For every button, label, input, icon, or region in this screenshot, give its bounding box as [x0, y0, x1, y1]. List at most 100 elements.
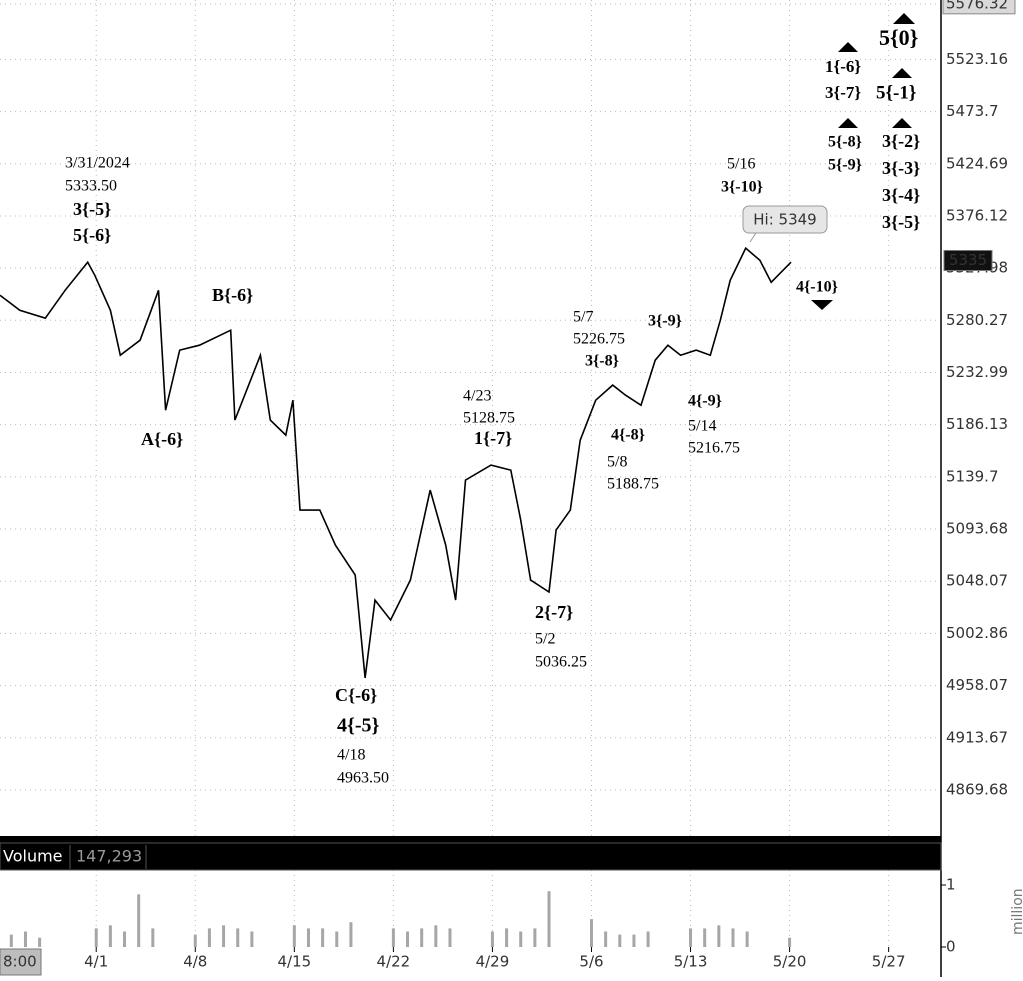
wave-annotation: 3{-8} [585, 353, 619, 370]
y-tick-label: 5376.12 [946, 206, 1008, 224]
volume-bar [632, 934, 636, 947]
volume-bar [490, 931, 494, 947]
pane-divider [0, 836, 941, 843]
x-tick-label: 4/29 [476, 953, 510, 971]
y-tick-label: 5139.7 [946, 467, 999, 485]
wave-annotation: 3{-4} [882, 185, 920, 205]
wave-annotation: 2{-7} [535, 602, 573, 622]
volume-bar [151, 928, 155, 947]
wave-annotation: 3{-9} [648, 313, 682, 330]
wave-annotation: 5/7 [573, 309, 593, 326]
tick-highlight [942, 0, 1016, 15]
volume-bar [321, 928, 325, 947]
wave-annotation: 1{-6} [825, 57, 861, 76]
cursor-time: 8:00 [3, 953, 37, 971]
volume-bar [434, 925, 438, 947]
volume-bar [788, 937, 792, 947]
up-marker [838, 118, 858, 128]
hi-callout [742, 205, 828, 234]
wave-annotation: 1{-7} [474, 428, 512, 448]
volume-bar [717, 925, 721, 947]
volume-bar [23, 931, 27, 947]
wave-markers [811, 13, 915, 310]
up-marker [892, 118, 912, 128]
volume-bar [646, 931, 650, 947]
y-tick-label: 5576.32 [946, 0, 1008, 12]
y-tick-label: 0 [946, 938, 956, 956]
wave-annotation: 3{-10} [721, 179, 763, 196]
x-tick-label: 5/20 [773, 953, 807, 971]
volume-bar [108, 925, 112, 947]
wave-annotation: 5{-6} [73, 225, 111, 245]
x-tick-label: 4/22 [377, 953, 411, 971]
wave-annotation: A{-6} [141, 429, 183, 449]
volume-bar [335, 931, 339, 947]
plot [0, 246, 792, 947]
volume-bar [519, 931, 523, 947]
y-tick-label: 5048.07 [946, 572, 1008, 590]
y-tick-label: 5186.13 [946, 415, 1008, 433]
hi-pointer [749, 232, 757, 243]
volume-bar [745, 931, 749, 947]
wave-annotation: 4{-9} [688, 393, 722, 410]
wave-annotation: 4/18 [337, 747, 365, 764]
volume-bar [533, 928, 537, 947]
wave-annotation: 4{-5} [337, 715, 380, 737]
wave-annotation: C{-6} [335, 685, 377, 705]
wave-annotation: 3/31/2024 [65, 155, 130, 172]
last-price-label: 5335 [949, 251, 987, 269]
y-tick-label: 5523.16 [946, 50, 1008, 68]
wave-annotation: 5{-1} [876, 82, 916, 103]
volume-bar [292, 925, 296, 947]
wave-annotation: 5/14 [688, 418, 716, 435]
volume-bar [391, 928, 395, 947]
y-tick-label: 4958.07 [946, 676, 1008, 694]
volume-bar [9, 934, 13, 947]
volume-bar [703, 928, 707, 947]
wave-annotation: 5036.25 [535, 654, 587, 671]
volume-bar [589, 919, 593, 947]
volume-bar [222, 925, 226, 947]
wave-annotation: 3{-5} [882, 212, 920, 232]
volume-bar [406, 931, 410, 947]
wave-annotation: 5/8 [607, 454, 627, 471]
volume-axis-label: million [1010, 888, 1023, 935]
wave-annotation: 4{-8} [611, 427, 645, 444]
y-tick-label: 5473.7 [946, 102, 999, 120]
wave-annotation: 5128.75 [463, 410, 515, 427]
cursor-time-box [0, 948, 42, 976]
wave-annotation: 5{-9} [828, 157, 862, 174]
volume-bar [547, 891, 551, 947]
volume-bar [448, 928, 452, 947]
y-tick-label: 5424.69 [946, 154, 1008, 172]
wave-annotation: 5226.75 [573, 331, 625, 348]
last-price-box [943, 249, 993, 271]
y-tick-label: 5280.27 [946, 311, 1008, 329]
volume-bar [618, 934, 622, 947]
volume-bar [123, 931, 127, 947]
price-line [0, 246, 792, 679]
x-tick-label: 4/8 [183, 953, 207, 971]
volume-bar [38, 937, 42, 947]
wave-annotation: 5{0} [879, 25, 918, 50]
volume-bar [207, 928, 211, 947]
volume-bar [236, 928, 240, 947]
up-marker [892, 68, 912, 78]
volume-bar [306, 928, 310, 947]
volume-bar [604, 931, 608, 947]
wave-annotation: 4963.50 [337, 770, 389, 787]
y-tick-label: 1 [946, 876, 956, 894]
x-tick-label: 5/13 [674, 953, 708, 971]
volume-bar [94, 928, 98, 947]
volume-title: Volume [3, 847, 63, 866]
volume-bar [731, 928, 735, 947]
y-tick-label: 4913.67 [946, 728, 1008, 746]
x-tick-label: 5/27 [872, 953, 906, 971]
wave-annotation: 5/2 [535, 631, 555, 648]
y-tick-label: 5002.86 [946, 624, 1008, 642]
wave-annotation: 5188.75 [607, 476, 659, 493]
up-marker [838, 42, 858, 52]
wave-annotation: 5{-8} [828, 134, 862, 151]
